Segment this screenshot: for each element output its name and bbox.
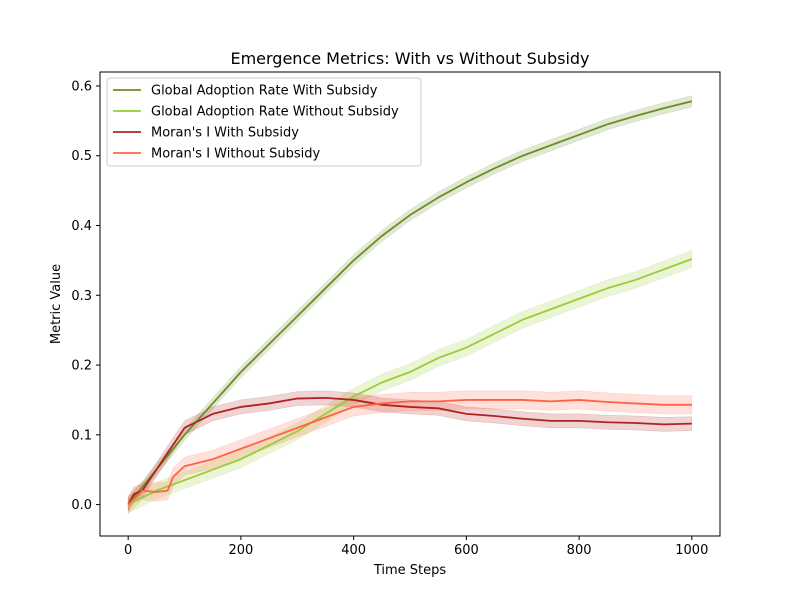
x-tick-label: 0 xyxy=(124,543,132,558)
x-tick-label: 800 xyxy=(567,543,592,558)
y-tick-label: 0.5 xyxy=(71,149,92,164)
global-adoption-rate-without-subsidy-line xyxy=(127,258,693,506)
global-adoption-rate-with-subsidy-line xyxy=(127,100,693,506)
moran-s-i-with-subsidy-legend-label: Moran's I With Subsidy xyxy=(151,126,299,141)
chart-title: Emergence Metrics: With vs Without Subsi… xyxy=(230,49,589,68)
x-tick-label: 400 xyxy=(341,543,366,558)
moran-s-i-with-subsidy-line xyxy=(127,396,692,506)
x-tick-label: 1000 xyxy=(675,543,708,558)
y-tick-label: 0.0 xyxy=(71,498,92,513)
y-tick-label: 0.3 xyxy=(71,289,92,304)
global-adoption-rate-without-subsidy-band xyxy=(127,250,693,514)
x-axis-ticks: 0 200 400 600 800 1000 xyxy=(124,536,708,558)
global-adoption-rate-with-subsidy-band xyxy=(127,95,693,511)
y-axis-ticks: 0.0 0.1 0.2 0.3 0.4 0.5 0.6 xyxy=(71,79,100,513)
x-tick-label: 200 xyxy=(228,543,253,558)
legend-box xyxy=(106,77,422,167)
plot-frame xyxy=(99,71,721,537)
y-tick-label: 0.4 xyxy=(71,219,92,234)
y-tick-label: 0.1 xyxy=(71,428,92,443)
moran-s-i-without-subsidy-legend-label: Moran's I Without Subsidy xyxy=(151,147,320,162)
y-tick-label: 0.6 xyxy=(71,79,92,94)
legend-entries: Global Adoption Rate With Subsidy Global … xyxy=(113,84,399,162)
x-tick-label: 600 xyxy=(454,543,479,558)
y-axis-label: Metric Value xyxy=(49,264,64,344)
series-lines xyxy=(127,100,693,506)
x-axis-label: Time Steps xyxy=(373,563,447,578)
global-adoption-rate-with-subsidy-legend-label: Global Adoption Rate With Subsidy xyxy=(151,84,378,99)
y-tick-label: 0.2 xyxy=(71,359,92,374)
legend: Global Adoption Rate With Subsidy Global … xyxy=(106,77,422,167)
moran-s-i-without-subsidy-line xyxy=(127,399,692,506)
global-adoption-rate-without-subsidy-legend-label: Global Adoption Rate Without Subsidy xyxy=(151,105,399,120)
